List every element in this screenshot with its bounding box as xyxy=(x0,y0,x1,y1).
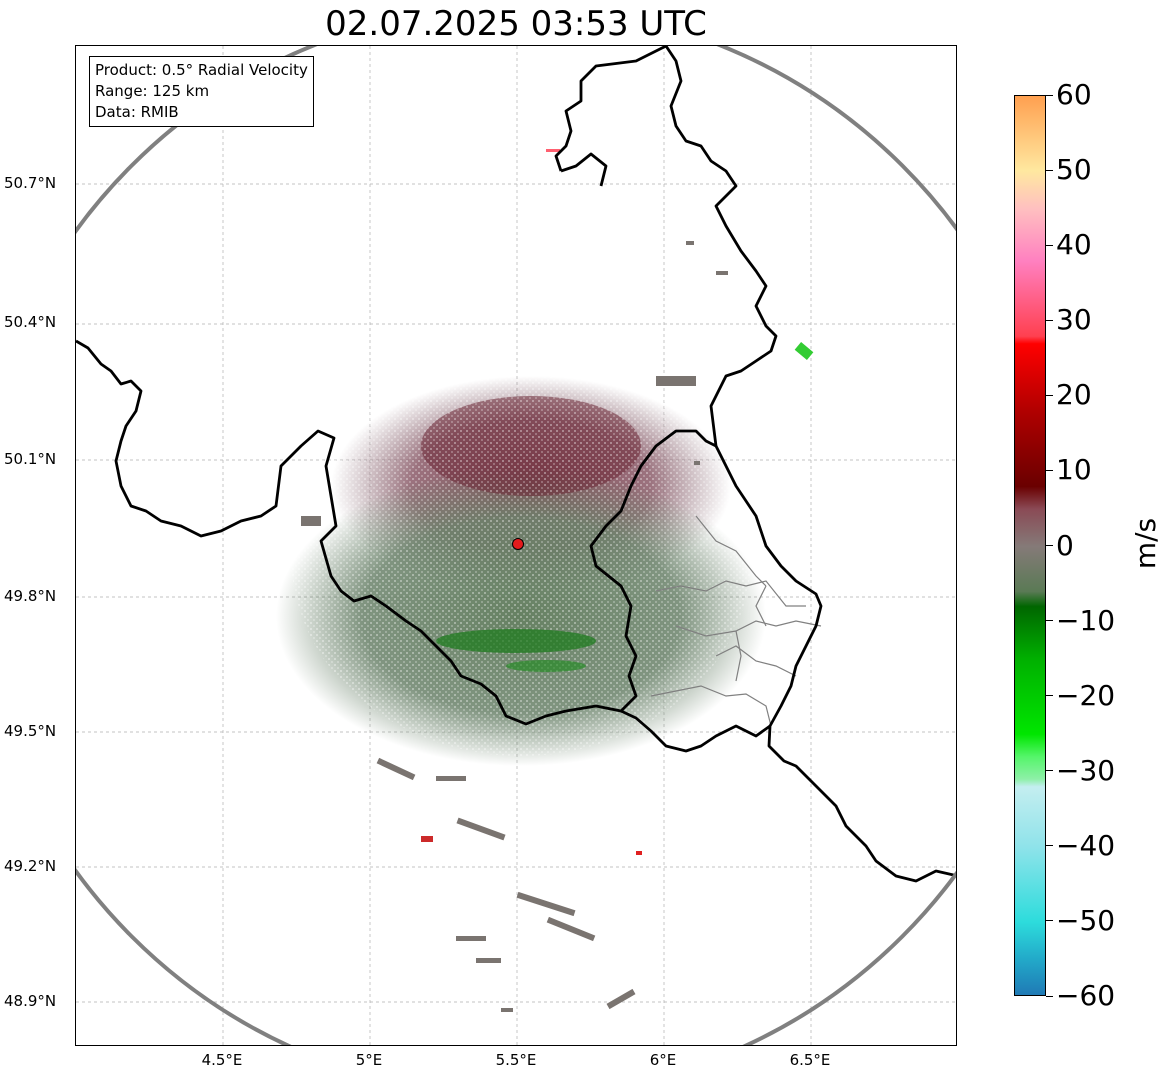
map-canvas xyxy=(76,46,956,1045)
colorbar-tick-label: −50 xyxy=(1056,903,1116,937)
colorbar-tick xyxy=(1046,620,1053,622)
lon-label: 6.5°E xyxy=(789,1051,831,1069)
product-info-box: Product: 0.5° Radial Velocity Range: 125… xyxy=(89,56,314,127)
lat-label: 49.8°N xyxy=(4,587,57,605)
colorbar-tick-label: −40 xyxy=(1056,828,1116,862)
lat-label: 50.1°N xyxy=(4,450,57,468)
colorbar-tick-label: 50 xyxy=(1056,153,1092,187)
country-borders xyxy=(76,46,956,883)
colorbar-tick-label: −60 xyxy=(1056,979,1116,1012)
radar-echoes xyxy=(276,149,814,1012)
lon-label: 5°E xyxy=(355,1051,383,1069)
colorbar-tick xyxy=(1046,545,1053,546)
colorbar-tick xyxy=(1046,845,1053,847)
colorbar-tick xyxy=(1046,244,1053,246)
canton-boundaries xyxy=(650,515,822,727)
lon-label: 6°E xyxy=(649,1051,677,1069)
colorbar-tick xyxy=(1046,94,1053,96)
colorbar-tick-label: 10 xyxy=(1056,453,1092,487)
colorbar-unit-label: m/s xyxy=(1129,517,1163,570)
colorbar-tick xyxy=(1046,770,1053,772)
lat-label: 48.9°N xyxy=(4,992,57,1010)
colorbar-tick-label: −10 xyxy=(1056,603,1116,637)
colorbar-tick-label: 40 xyxy=(1056,228,1092,262)
colorbar-tick-label: 30 xyxy=(1056,303,1092,337)
colorbar-tick-label: −20 xyxy=(1056,678,1116,712)
colorbar-tick xyxy=(1046,469,1053,471)
lon-label: 5.5°E xyxy=(495,1051,537,1069)
colorbar-tick xyxy=(1046,394,1053,396)
colorbar-tick xyxy=(1046,169,1053,171)
radar-map[interactable] xyxy=(75,45,957,1046)
colorbar-tick-label: −30 xyxy=(1056,753,1116,787)
info-product: Product: 0.5° Radial Velocity xyxy=(95,61,308,79)
radar-site-marker xyxy=(512,538,524,550)
map-title: 02.07.2025 03:53 UTC xyxy=(325,4,707,44)
lat-label: 49.5°N xyxy=(4,722,57,740)
velocity-colorbar xyxy=(1014,95,1046,996)
colorbar-tick xyxy=(1046,695,1053,697)
info-range: Range: 125 km xyxy=(95,82,210,100)
colorbar-tick xyxy=(1046,995,1053,997)
colorbar-tick-label: 20 xyxy=(1056,378,1092,412)
colorbar-gradient xyxy=(1015,96,1045,995)
colorbar-tick-label: 60 xyxy=(1056,78,1092,111)
lat-label: 50.4°N xyxy=(4,313,57,331)
lon-label: 4.5°E xyxy=(201,1051,243,1069)
lat-label: 49.2°N xyxy=(4,857,57,875)
info-data: Data: RMIB xyxy=(95,103,179,121)
lat-label: 50.7°N xyxy=(4,174,57,192)
colorbar-tick xyxy=(1046,319,1053,321)
colorbar-tick-label: 0 xyxy=(1056,528,1074,562)
colorbar-tick xyxy=(1046,920,1053,922)
